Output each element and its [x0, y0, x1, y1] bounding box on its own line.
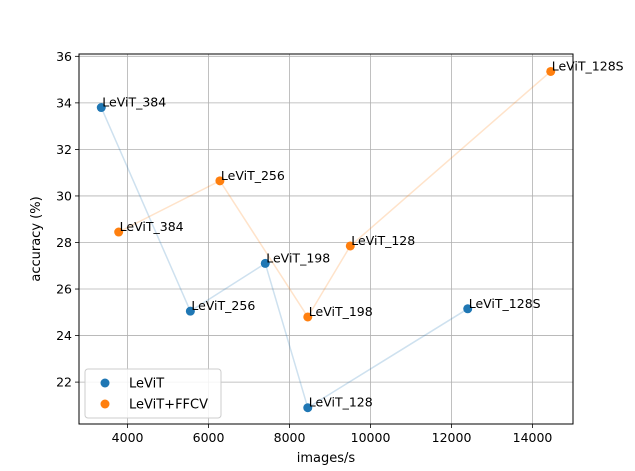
x-tick-label: 6000: [193, 430, 225, 445]
data-point: [260, 258, 270, 268]
data-label: LeViT_128S: [552, 58, 624, 73]
plot-frame: [78, 53, 574, 425]
legend-marker: [100, 378, 110, 388]
legend-label: LeViT: [129, 377, 164, 392]
point-labels: LeViT_384 LeViT_256 LeViT_198 LeViT_128 LeVi…: [102, 58, 623, 409]
data-point: [345, 241, 355, 251]
axis-ticks: 4000 6000 8000 10000 12000 14000 22 24 26 28 30 32 3…: [56, 49, 552, 445]
x-tick-label: 8000: [274, 430, 306, 445]
y-tick-label: 22: [56, 375, 72, 390]
y-tick-label: 32: [56, 142, 72, 157]
data-label: LeViT_198: [266, 250, 330, 265]
data-point: [215, 176, 225, 186]
legend: LeViT LeViT+FFCV: [84, 368, 222, 419]
grid: [79, 54, 573, 424]
x-tick-label: 4000: [112, 430, 144, 445]
x-tick-label: 10000: [351, 430, 391, 445]
data-point: [303, 403, 313, 413]
y-tick-label: 36: [56, 49, 72, 64]
data-label: LeViT_256: [221, 168, 285, 183]
legend-label: LeViT+FFCV: [129, 398, 208, 413]
data-label: LeViT_256: [191, 298, 255, 313]
legend-box: [84, 368, 222, 419]
legend-marker: [100, 399, 110, 409]
data-points: [96, 66, 556, 413]
y-tick-label: 26: [56, 282, 72, 297]
y-tick-label: 28: [56, 235, 72, 250]
data-label: LeViT_384: [102, 95, 166, 110]
data-point: [303, 312, 313, 322]
x-tick-label: 12000: [432, 430, 472, 445]
data-label: LeViT_128: [351, 233, 415, 248]
data-point: [114, 227, 124, 237]
x-axis-label: images/s: [297, 451, 356, 466]
data-point: [185, 306, 195, 316]
series-lines: [100, 70, 552, 409]
data-point: [96, 103, 106, 113]
data-label: LeViT_198: [309, 304, 373, 319]
data-label: LeViT_128: [309, 395, 373, 410]
y-axis-label: accuracy (%): [29, 196, 44, 281]
data-label: LeViT_128S: [469, 296, 541, 311]
x-tick-label: 14000: [513, 430, 553, 445]
data-point: [546, 66, 556, 76]
series-line-2: [118, 70, 552, 319]
data-label: LeViT_384: [120, 219, 184, 234]
y-tick-label: 34: [56, 95, 72, 110]
y-tick-label: 24: [56, 328, 72, 343]
data-point: [463, 304, 473, 314]
y-tick-label: 30: [56, 188, 72, 203]
